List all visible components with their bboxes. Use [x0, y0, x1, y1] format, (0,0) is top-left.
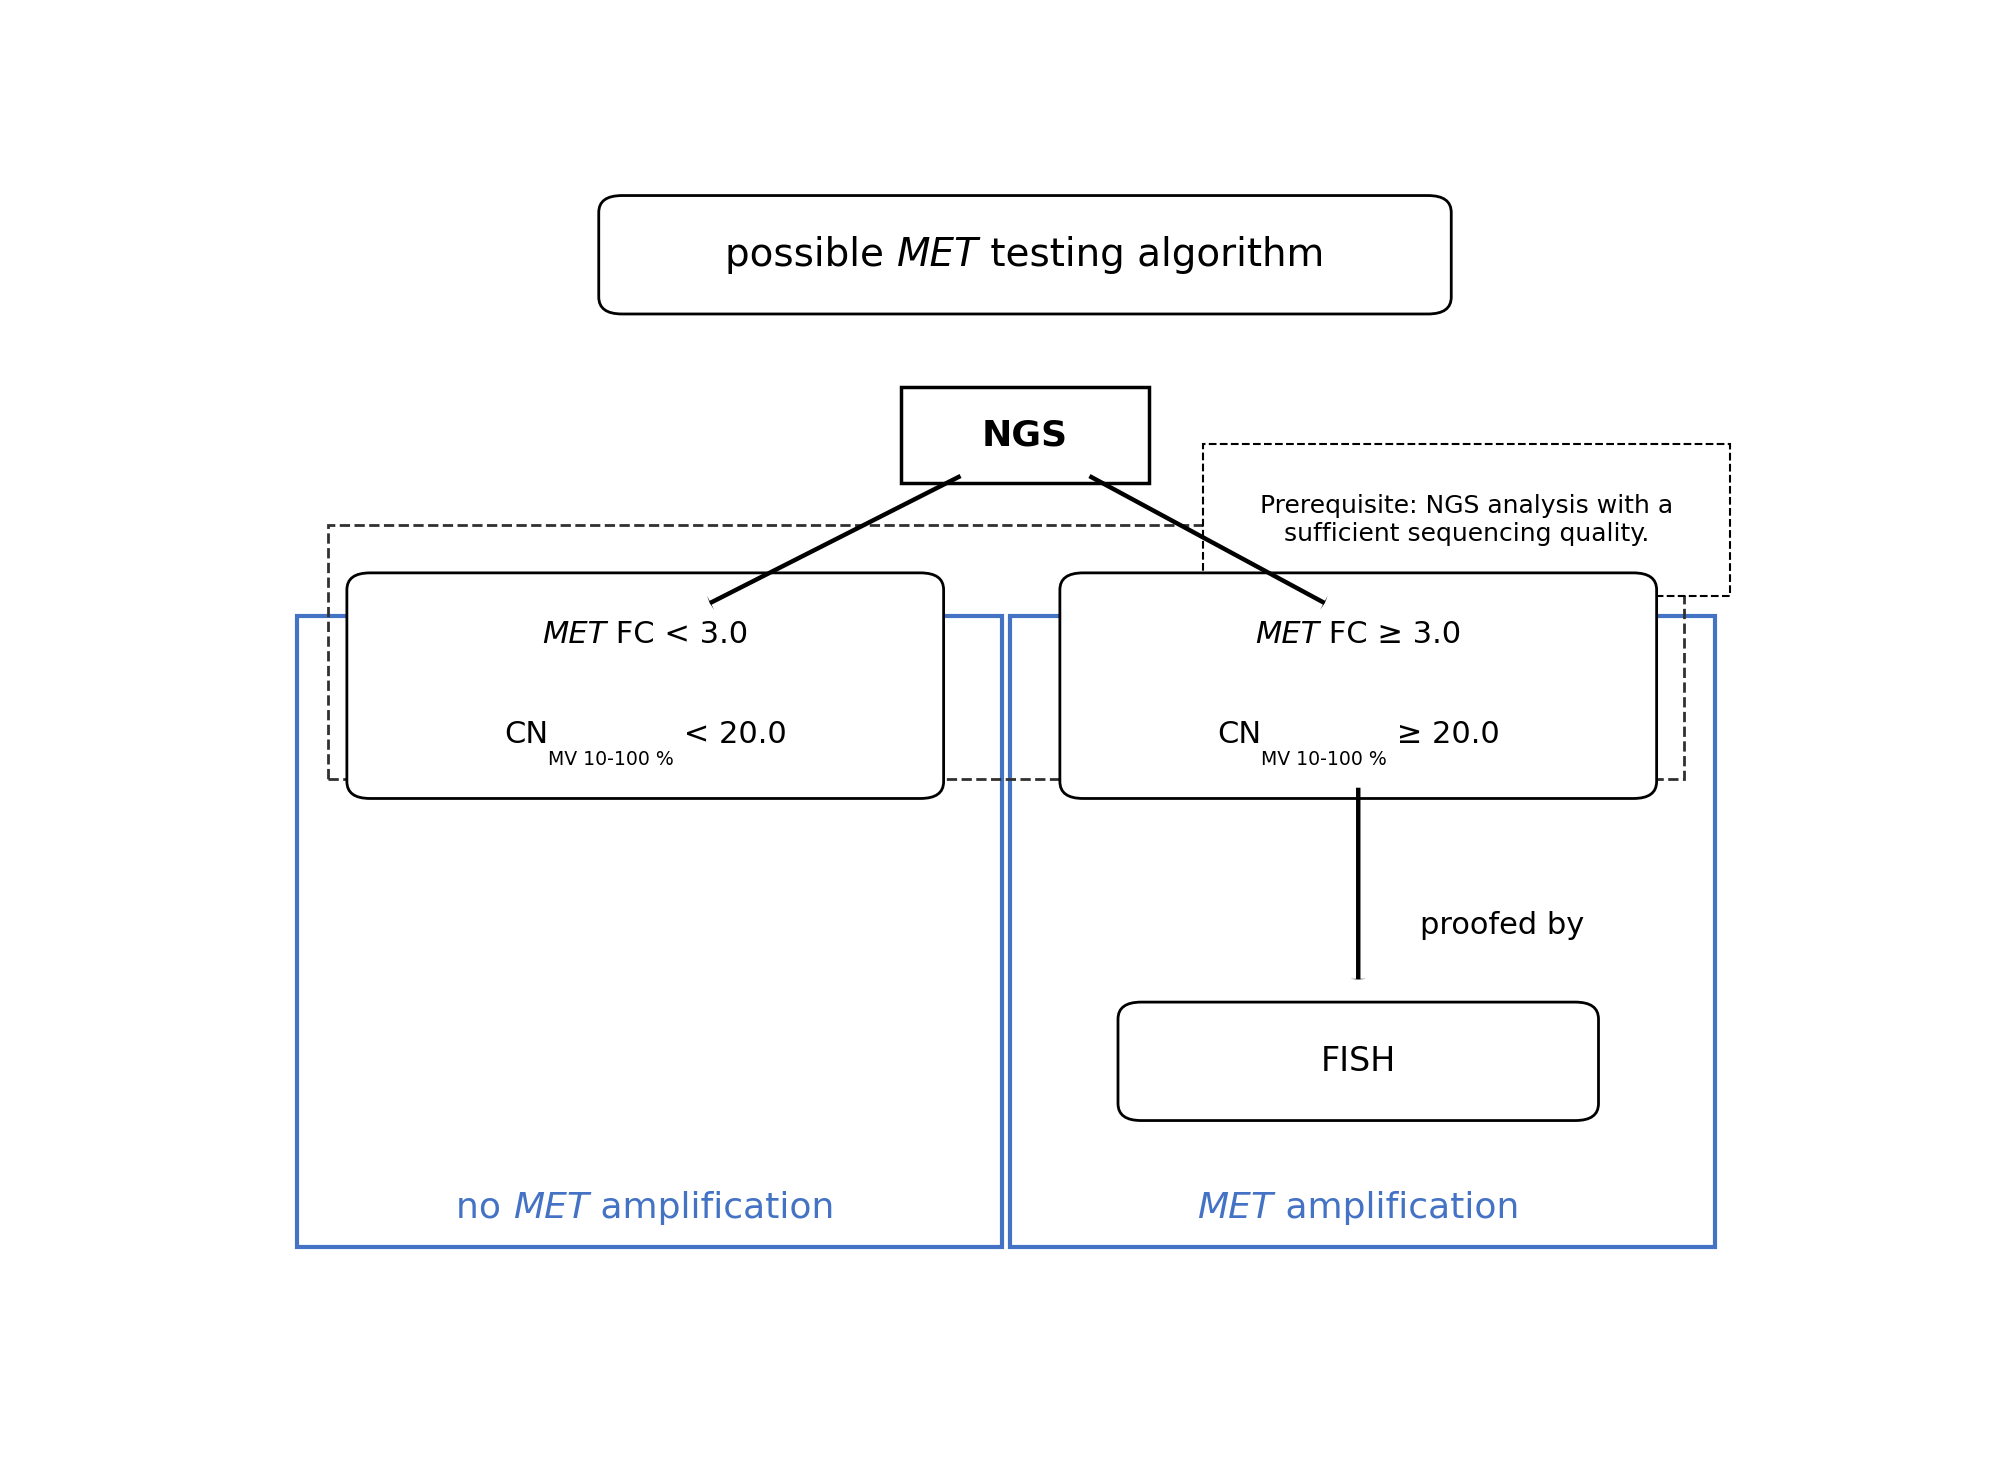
Text: NGS: NGS [982, 418, 1068, 453]
Text: FISH: FISH [1320, 1045, 1396, 1078]
Text: Prerequisite: NGS analysis with a
sufficient sequencing quality.: Prerequisite: NGS analysis with a suffic… [1260, 494, 1674, 546]
FancyBboxPatch shape [346, 573, 944, 798]
Text: MV 10-100 %: MV 10-100 % [548, 750, 674, 769]
Text: MET: MET [512, 1191, 588, 1225]
Text: amplification: amplification [588, 1191, 834, 1225]
FancyBboxPatch shape [1060, 573, 1656, 798]
FancyBboxPatch shape [900, 387, 1148, 483]
Text: MET: MET [1198, 1191, 1274, 1225]
Text: MET: MET [896, 236, 978, 274]
FancyBboxPatch shape [1010, 615, 1714, 1248]
Text: amplification: amplification [1274, 1191, 1520, 1225]
FancyBboxPatch shape [1118, 1002, 1598, 1121]
Text: ≥ 20.0: ≥ 20.0 [1386, 719, 1500, 749]
Text: MET: MET [542, 620, 606, 649]
Text: FC ≥ 3.0: FC ≥ 3.0 [1320, 620, 1462, 649]
Text: no: no [456, 1191, 512, 1225]
Text: MV 10-100 %: MV 10-100 % [1262, 750, 1386, 769]
FancyBboxPatch shape [296, 615, 1002, 1248]
Text: MET: MET [1256, 620, 1320, 649]
Text: FC < 3.0: FC < 3.0 [606, 620, 748, 649]
Text: CN: CN [504, 719, 548, 749]
FancyBboxPatch shape [598, 195, 1452, 314]
Text: testing algorithm: testing algorithm [978, 236, 1324, 274]
Text: CN: CN [1216, 719, 1262, 749]
FancyBboxPatch shape [1204, 444, 1730, 596]
Text: < 20.0: < 20.0 [674, 719, 786, 749]
Text: proofed by: proofed by [1420, 911, 1584, 941]
Text: possible: possible [726, 236, 896, 274]
